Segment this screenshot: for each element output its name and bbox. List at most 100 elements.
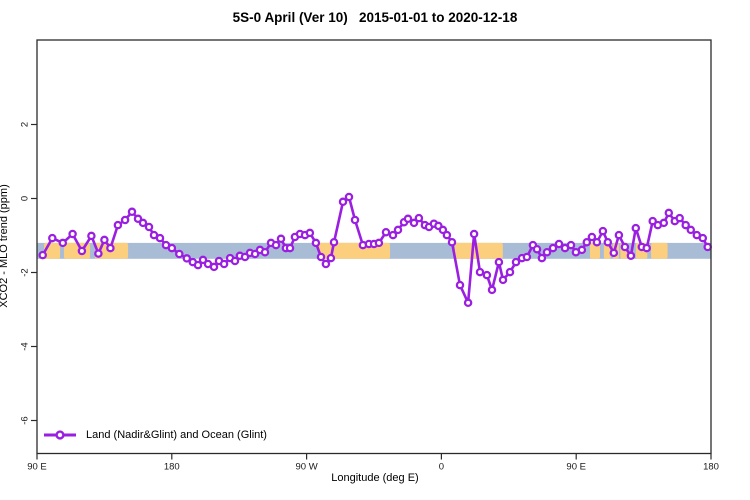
y-tick-label: -6 [20,416,31,424]
data-point [566,240,576,250]
data-point [316,252,326,262]
data-point [271,240,281,250]
data-point [133,214,143,224]
data-point [106,243,115,253]
data-point [587,232,597,242]
data-point [393,225,403,235]
data-point [87,231,96,241]
data-point [620,242,630,252]
data-point [554,239,564,249]
data-point [681,220,690,230]
data-point [603,237,613,247]
data-point [285,243,295,253]
x-tick-label: 180 [164,462,180,473]
data-point [321,259,331,269]
data-point [167,243,177,253]
data-point [548,243,558,253]
plot-border [36,39,712,455]
data-point [698,233,708,243]
data-point [113,220,123,230]
data-point [138,218,148,228]
data-point [498,275,508,285]
data-point [642,243,651,253]
x-axis-label: Longitude (deg E) [331,472,419,484]
map-strip-land [651,242,668,259]
data-point [58,238,68,248]
data-point [338,197,348,207]
x-tick-label: 90 E [27,462,47,473]
data-point [609,248,619,258]
data-point [276,234,286,244]
legend-key-icon [44,430,76,440]
data-point [537,253,547,263]
y-axis-label: XCO2 - MLO trend (ppm) [0,184,10,308]
data-point [438,225,448,235]
data-point [447,237,457,247]
data-point [675,213,684,223]
y-tick-label: 0 [20,196,31,201]
x-tick-label: 180 [703,462,719,473]
data-point [664,208,674,218]
x-tick-label: 90 W [296,462,318,473]
data-point [577,245,587,255]
data-point [329,237,339,247]
data-point [494,257,504,267]
data-point [414,213,424,223]
data-point [182,254,192,263]
data-point [532,244,542,254]
data-point [598,226,608,236]
data-point [77,246,87,256]
map-strip-land [454,242,503,259]
data-point [659,218,669,228]
data-point [209,262,219,272]
data-point [326,253,336,263]
data-point [475,267,485,277]
data-point [144,222,154,232]
data-point [38,250,47,260]
data-point [542,247,552,257]
y-tick-label: -4 [20,342,31,350]
data-point [487,285,497,295]
data-point [240,252,250,262]
data-point [155,233,165,243]
data-point [505,267,515,277]
data-point [350,215,360,225]
map-strip-land [589,242,601,259]
data-point [219,259,229,269]
x-tick-label: 90 E [566,462,586,473]
data-point [175,249,184,259]
data-point [120,215,130,225]
data-point [455,280,465,290]
data-point [686,225,696,235]
data-point [374,238,384,248]
data-point [127,207,137,217]
data-point [100,235,109,245]
data-point [626,251,636,261]
data-point [48,233,57,243]
y-tick-label: 2 [20,122,31,127]
data-point [511,257,521,267]
data-point [198,255,208,265]
legend: Land (Nadir&Glint) and Ocean (Glint) [42,428,267,442]
data-point [68,229,77,239]
data-point [442,230,452,240]
data-point [469,229,479,239]
data-point [230,256,240,266]
data-point [582,237,592,247]
plot-title: 5S-0 April (Ver 10) 2015-01-01 to 2020-1… [232,10,518,25]
data-point [344,192,354,202]
data-point [305,228,315,238]
data-point [592,237,602,247]
legend-label: Land (Nadir&Glint) and Ocean (Glint) [86,429,267,441]
data-point [403,214,413,224]
data-point [381,227,391,237]
x-tick-label: 0 [439,462,444,473]
data-point [631,223,641,233]
y-tick-label: -2 [20,268,31,276]
data-point [463,298,473,308]
data-point [648,216,657,226]
data-point [388,230,398,240]
data-point [193,260,203,270]
data-point [260,247,270,257]
